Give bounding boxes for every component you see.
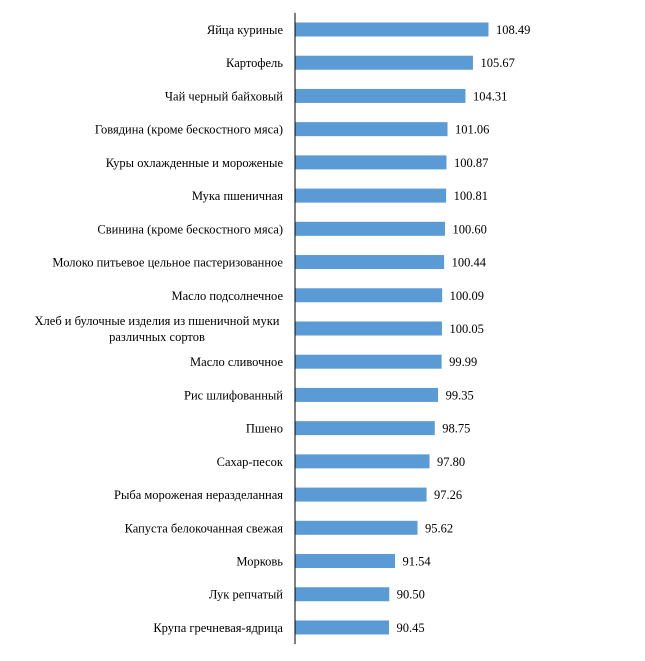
category-label-line: Сахар-песок [217,455,284,469]
value-label: 108.49 [496,23,530,37]
category-label-line: Картофель [226,56,283,70]
value-labels-group: 108.49 105.67 104.31 101.06 100.87 100.81 100.… [396,23,530,635]
category-label: Рис шлифованный [184,388,283,402]
category-label: Масло подсолнечное [172,289,284,303]
category-label-line: Яйца куриные [207,23,284,37]
category-label-line: Молоко питьевое цельное пастеризованное [52,256,283,270]
value-label: 101.06 [455,123,489,137]
value-label: 99.99 [449,355,477,369]
category-label: Рыба мороженая неразделанная [114,488,283,502]
bar [295,421,435,436]
bar [295,354,442,369]
bar [295,122,448,137]
category-label-line: Говядина (кроме бескостного мяса) [95,123,283,137]
bar [295,487,427,502]
bar [295,554,396,569]
category-label-line: Мука пшеничная [192,189,283,203]
category-label: Молоко питьевое цельное пастеризованное [52,256,283,270]
value-label: 90.45 [396,621,424,635]
category-label: Сахар-песок [217,455,284,469]
category-label-line: Рис шлифованный [184,388,283,402]
bar [295,387,439,402]
bar [295,22,489,37]
category-label-line: Пшено [246,422,283,436]
category-label-line: Масло сливочное [190,355,283,369]
category-label: Куры охлажденные и мороженые [106,156,284,170]
category-label: Чай черный байховый [165,89,283,103]
bar [295,454,430,469]
category-label: Крупа гречневая-ядрица [153,621,283,635]
bar [295,520,418,535]
category-label-line: Куры охлажденные и мороженые [106,156,284,170]
bar [295,188,447,203]
category-label: Свинина (кроме бескостного мяса) [97,222,283,236]
category-label-line: Крупа гречневая-ядрица [153,621,283,635]
bars-group [295,22,489,635]
value-label: 98.75 [442,422,470,436]
category-label-line: Морковь [236,555,283,569]
value-label: 90.50 [397,588,425,602]
category-label: Пшено [246,422,283,436]
value-label: 100.81 [454,189,488,203]
value-label: 95.62 [425,521,453,535]
category-label: Морковь [236,555,283,569]
category-label: Хлеб и булочные изделия из пшеничной мук… [35,314,280,344]
bar [295,88,466,103]
category-label: Мука пшеничная [192,189,283,203]
category-label-line: Масло подсолнечное [172,289,284,303]
value-label: 100.05 [449,322,483,336]
value-label: 100.60 [452,222,486,236]
bar [295,221,445,236]
value-label: 97.26 [434,488,462,502]
bar [295,321,442,336]
category-label: Говядина (кроме бескостного мяса) [95,123,283,137]
bar [295,620,389,635]
category-label-line: Чай черный байховый [165,89,283,103]
value-label: 97.80 [437,455,465,469]
bar [295,155,447,170]
value-label: 100.87 [454,156,488,170]
bar [295,255,445,270]
category-label-line: Рыба мороженая неразделанная [114,488,283,502]
category-label: Капуста белокочанная свежая [125,521,284,535]
category-label-line: Лук репчатый [209,588,283,602]
bar [295,55,473,70]
category-label: Яйца куриные [207,23,284,37]
category-label-line: Капуста белокочанная свежая [125,521,284,535]
value-label: 91.54 [403,555,432,569]
value-label: 105.67 [480,56,514,70]
category-label-line: различных сортов [109,330,205,344]
category-label-line: Свинина (кроме бескостного мяса) [97,222,283,236]
value-label: 104.31 [473,89,507,103]
category-label: Масло сливочное [190,355,283,369]
value-label: 99.35 [446,388,474,402]
value-label: 100.44 [452,256,487,270]
category-label-line: Хлеб и булочные изделия из пшеничной мук… [35,314,280,328]
bar [295,587,390,602]
bar [295,288,443,303]
category-label: Лук репчатый [209,588,283,602]
category-labels-group: Яйца куриные Картофель Чай черный байховый… [35,23,284,635]
value-label: 100.09 [450,289,484,303]
category-label: Картофель [226,56,283,70]
